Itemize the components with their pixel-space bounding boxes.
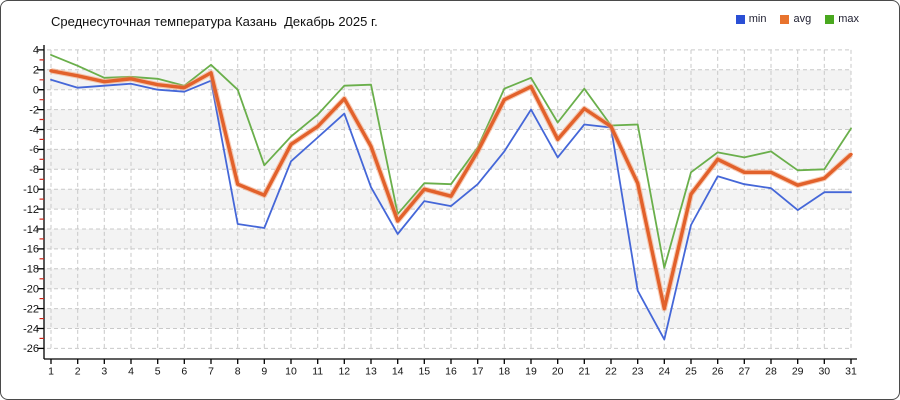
y-tick-label: -2 — [29, 104, 39, 116]
legend-label-max: max — [838, 13, 859, 25]
x-tick-label: 12 — [338, 366, 350, 378]
x-tick-label: 31 — [845, 366, 857, 378]
legend-item-avg[interactable]: avg — [780, 13, 811, 25]
x-tick-label: 9 — [261, 366, 267, 378]
x-tick-label: 7 — [208, 366, 214, 378]
x-tick-label: 3 — [101, 366, 107, 378]
min-series-swatch — [735, 14, 745, 24]
y-tick-label: -8 — [29, 164, 39, 176]
x-tick-label: 13 — [365, 366, 377, 378]
legend-label-avg: avg — [793, 13, 812, 25]
y-tick-label: -16 — [23, 244, 39, 256]
y-tick-label: -22 — [23, 303, 39, 315]
x-tick-label: 10 — [285, 366, 297, 378]
legend-item-max[interactable]: max — [825, 13, 859, 25]
min-series-line — [50, 78, 852, 341]
legend-item-min[interactable]: min — [735, 13, 767, 25]
x-tick-label: 14 — [392, 366, 404, 378]
x-tick-label: 30 — [818, 366, 830, 378]
y-tick-label: -18 — [23, 264, 39, 276]
x-tick-label: 5 — [155, 366, 161, 378]
x-tick-label: 29 — [792, 366, 804, 378]
max-series-swatch — [825, 14, 835, 24]
legend: min avg max — [735, 13, 859, 25]
y-tick-label: -10 — [23, 184, 39, 196]
x-tick-label: 18 — [498, 366, 510, 378]
x-tick-label: 25 — [685, 366, 697, 378]
x-tick-label: 6 — [181, 366, 187, 378]
background-bands — [44, 49, 851, 349]
y-tick-label: -12 — [23, 204, 39, 216]
x-tick-label: 23 — [632, 366, 644, 378]
y-tick-label: 4 — [33, 45, 39, 57]
y-axis-minor-ticks — [39, 59, 44, 339]
y-tick-label: -20 — [23, 284, 39, 296]
y-tick-label: 2 — [33, 65, 39, 77]
x-tick-label: 8 — [235, 366, 241, 378]
chart-title: Среднесуточная температура Казань Декабр… — [51, 14, 378, 29]
y-tick-label: -6 — [29, 144, 39, 156]
avg-series-swatch — [780, 14, 790, 24]
x-tick-label: 21 — [578, 366, 590, 378]
x-tick-label: 22 — [605, 366, 617, 378]
y-tick-label: 0 — [33, 85, 39, 97]
x-tick-label: 20 — [552, 366, 564, 378]
y-tick-label: -24 — [23, 323, 39, 335]
x-tick-label: 11 — [312, 366, 323, 378]
series-lines — [49, 54, 853, 341]
x-tick-label: 17 — [472, 366, 484, 378]
x-tick-label: 2 — [75, 366, 81, 378]
x-tick-label: 24 — [658, 366, 670, 378]
y-tick-label: -14 — [23, 224, 39, 236]
x-tick-label: 19 — [525, 366, 537, 378]
x-tick-label: 27 — [738, 366, 750, 378]
y-tick-label: -26 — [23, 343, 39, 355]
avg-series-line — [49, 69, 853, 311]
y-axis-ticks-and-labels: 4 2 0 -2 -4 -6 -8 -10 -12 -14 -16 -18 -20 -22 -24 -26 — [23, 45, 44, 355]
x-tick-label: 26 — [712, 366, 724, 378]
x-tick-label: 15 — [418, 366, 430, 378]
x-axis-ticks-and-labels: 1 2 3 4 5 6 7 8 9 10 11 12 13 14 15 16 17 18 19 20 21 22 23 24 2… — [48, 359, 857, 378]
y-tick-label: -4 — [29, 124, 39, 136]
x-tick-label: 4 — [128, 366, 134, 378]
x-tick-label: 28 — [765, 366, 777, 378]
legend-label-min: min — [748, 13, 767, 25]
x-tick-label: 1 — [48, 366, 54, 378]
x-tick-label: 16 — [445, 366, 457, 378]
